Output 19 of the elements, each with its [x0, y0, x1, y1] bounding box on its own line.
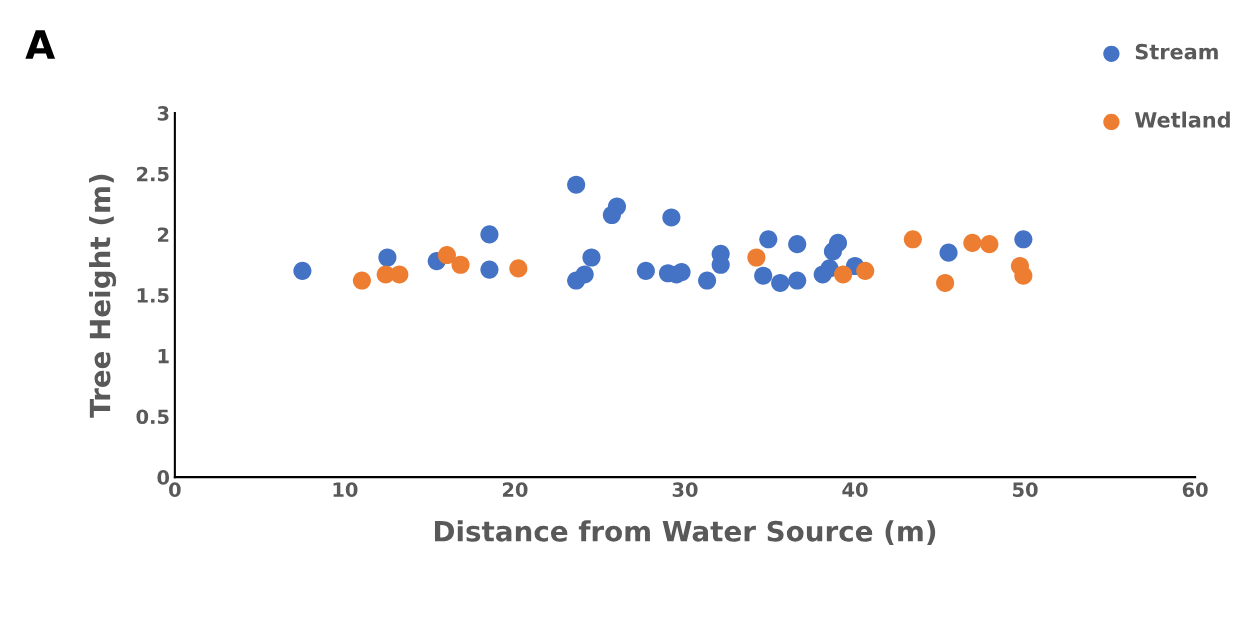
y-tick-label: 3 [157, 106, 169, 121]
legend-label: Wetland [1134, 111, 1230, 128]
x-tick-label: 30 [672, 482, 698, 498]
x-axis-title: Distance from Water Source (m) [434, 520, 936, 545]
x-tick-label: 10 [333, 482, 358, 498]
x-tick-label: 20 [502, 482, 528, 498]
y-axis-title: Tree Height (m) [89, 174, 117, 418]
x-tick-label: 40 [842, 482, 868, 498]
y-tick-label: 1 [158, 348, 169, 364]
y-tick-label: 0 [157, 470, 170, 485]
x-tick-label: 50 [1013, 482, 1038, 498]
chart-title: A [25, 30, 56, 59]
legend-label: Stream [1135, 43, 1218, 60]
y-tick-label: 0.5 [136, 409, 169, 425]
y-tick-label: 2 [158, 227, 169, 242]
y-tick-label: 2.5 [137, 166, 169, 182]
x-tick-label: 60 [1182, 482, 1208, 498]
y-tick-label: 1.5 [137, 288, 169, 303]
x-tick-label: 0 [169, 482, 181, 498]
